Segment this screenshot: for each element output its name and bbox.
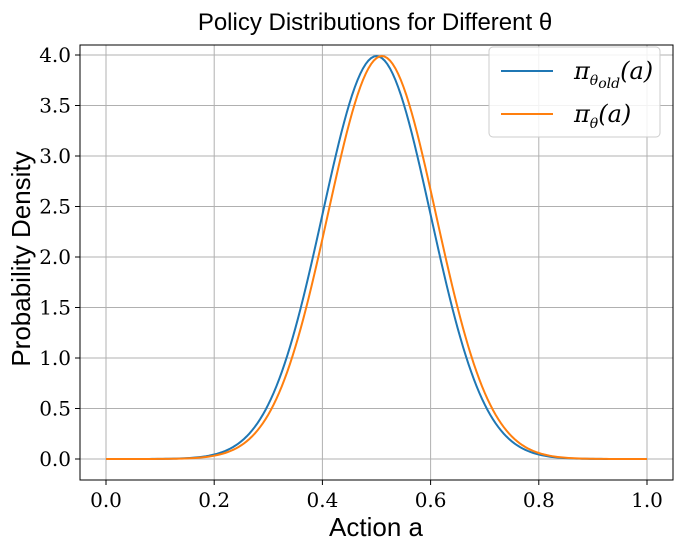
y-tick-label: 4.0 [39, 43, 71, 67]
x-tick-label: 0.4 [306, 488, 338, 512]
x-tick-label: 0.6 [415, 488, 447, 512]
ticks: 0.0 0.2 0.4 0.6 0.8 1.0 0.0 0.5 1.0 1.5 2.0 2.5 3.0 3… [39, 43, 663, 512]
y-tick-label: 3.5 [39, 94, 71, 118]
chart-title: Policy Distributions for Different θ [198, 9, 552, 36]
x-tick-label: 1.0 [631, 488, 663, 512]
y-axis-label: Probability Density [6, 151, 36, 366]
y-tick-label: 0.0 [39, 447, 71, 471]
x-tick-label: 0.0 [90, 488, 122, 512]
series-line-pi-theta [106, 55, 647, 460]
x-axis-label: Action a [329, 512, 423, 542]
y-tick-label: 1.0 [39, 346, 71, 370]
y-tick-label: 3.0 [39, 144, 71, 168]
y-tick-label: 2.0 [39, 245, 71, 269]
legend: πθold(a) πθ(a) [488, 46, 661, 138]
y-tick-label: 0.5 [39, 397, 71, 421]
legend-label-pi-theta: πθ(a) [573, 100, 631, 132]
y-tick-label: 1.5 [39, 296, 71, 320]
series-lines [106, 55, 647, 460]
x-tick-label: 0.2 [198, 488, 230, 512]
x-tick-label: 0.8 [523, 488, 555, 512]
y-tick-label: 2.5 [39, 195, 71, 219]
plot-frame [79, 44, 674, 481]
